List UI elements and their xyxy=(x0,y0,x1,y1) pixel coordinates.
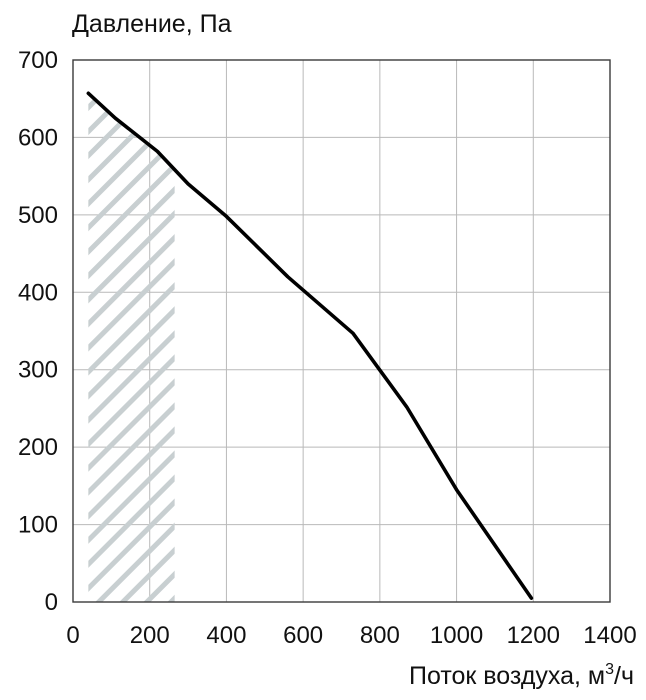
y-axis-title: Давление, Па xyxy=(72,10,232,38)
x-tick-label: 1200 xyxy=(507,622,560,649)
x-tick-label: 800 xyxy=(360,622,400,649)
series-line xyxy=(86,91,534,600)
x-tick-label: 1000 xyxy=(430,622,483,649)
x-axis-title: Поток воздуха, м3/ч xyxy=(409,661,634,690)
x-tick-label: 600 xyxy=(283,622,323,649)
hatched-area-layer xyxy=(88,93,175,603)
x-tick-labels: 0 200 400 600 800 1000 1200 1400 xyxy=(66,622,636,649)
y-tick-label: 200 xyxy=(18,434,58,461)
y-tick-label: 100 xyxy=(18,512,58,539)
series-line-layer xyxy=(86,91,534,600)
x-tick-label: 200 xyxy=(130,622,170,649)
y-tick-label: 400 xyxy=(18,279,58,306)
y-tick-labels: 0 100 200 300 400 500 600 700 xyxy=(18,47,58,616)
hatched-operating-area xyxy=(88,93,175,603)
y-tick-label: 300 xyxy=(18,357,58,384)
plot-frame xyxy=(72,59,611,603)
y-tick-label: 600 xyxy=(18,124,58,151)
y-tick-label: 700 xyxy=(18,47,58,74)
x-tick-label: 0 xyxy=(66,622,79,649)
x-tick-label: 400 xyxy=(206,622,246,649)
y-tick-label: 0 xyxy=(45,589,58,616)
plot-frame-layer xyxy=(72,59,611,603)
x-tick-label: 1400 xyxy=(583,622,636,649)
y-tick-label: 500 xyxy=(18,202,58,229)
